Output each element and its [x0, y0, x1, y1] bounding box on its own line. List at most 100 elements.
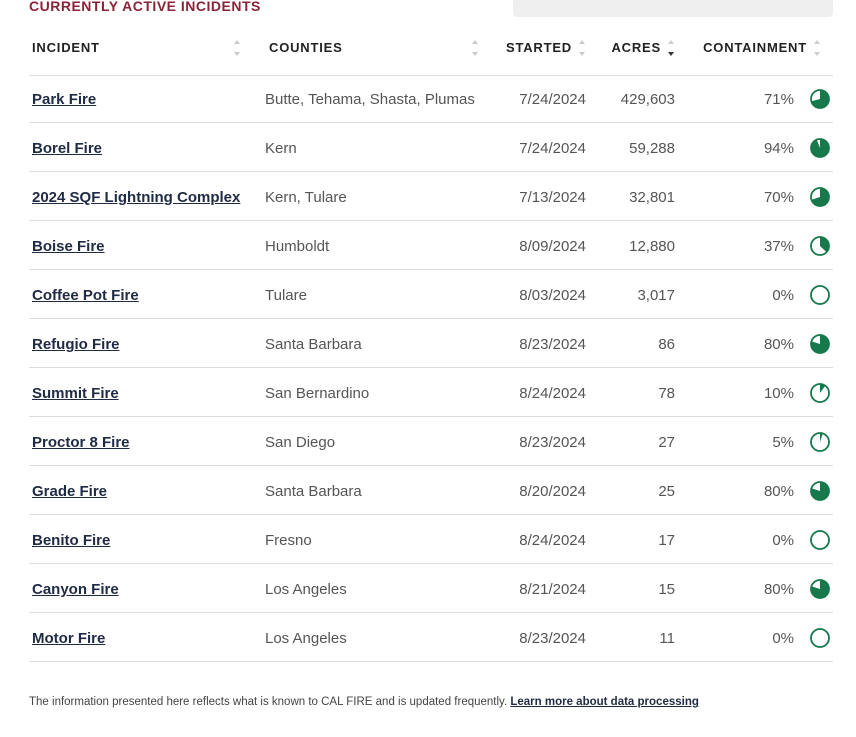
counties: Los Angeles	[265, 581, 347, 598]
started: 7/24/2024	[519, 140, 586, 157]
containment-pie	[810, 187, 830, 207]
acres: 15	[658, 581, 675, 598]
containment: 5%	[772, 434, 794, 451]
started: 8/20/2024	[519, 483, 586, 500]
footer-text: The information presented here reflects …	[29, 696, 508, 708]
pie-wedge	[811, 90, 829, 108]
containment: 37%	[763, 238, 794, 255]
containment: 80%	[763, 336, 794, 353]
sort-down	[668, 52, 674, 56]
section-title: CURRENTLY ACTIVE INCIDENTS	[29, 0, 261, 14]
incident-link[interactable]: Grade Fire	[32, 483, 108, 500]
started: 8/03/2024	[519, 287, 586, 304]
incident-link[interactable]: 2024 SQF Lightning Complex	[32, 189, 241, 206]
column-header[interactable]: ACRES	[611, 40, 661, 55]
counties: Kern	[265, 140, 297, 157]
counties: Butte, Tehama, Shasta, Plumas	[265, 91, 475, 108]
started: 8/24/2024	[519, 532, 586, 549]
acres: 27	[658, 434, 675, 451]
incident-link[interactable]: Coffee Pot Fire	[32, 287, 139, 304]
sort-up	[814, 40, 820, 44]
sort-up	[234, 40, 240, 44]
row-border	[29, 612, 833, 613]
started: 8/23/2024	[519, 630, 586, 647]
counties: Tulare	[265, 287, 307, 304]
row-border	[29, 122, 833, 123]
incident-link[interactable]: Borel Fire	[32, 140, 103, 157]
counties: Santa Barbara	[265, 336, 362, 353]
sort-arrows[interactable]	[578, 38, 586, 58]
containment: 0%	[772, 630, 794, 647]
containment-pie	[810, 530, 830, 550]
column-header[interactable]: CONTAINMENT	[703, 40, 807, 55]
pie-wedge	[820, 237, 829, 253]
containment: 10%	[763, 385, 794, 402]
containment: 0%	[772, 287, 794, 304]
sort-arrows[interactable]	[813, 38, 821, 58]
incident-link[interactable]: Proctor 8 Fire	[32, 434, 130, 451]
pie-wedge	[811, 482, 829, 500]
column-header[interactable]: STARTED	[505, 40, 572, 55]
sort-down	[472, 52, 478, 56]
column-header[interactable]: COUNTIES	[269, 40, 343, 55]
containment-pie	[810, 579, 830, 599]
pie-wedge	[811, 188, 829, 206]
counties: San Bernardino	[265, 385, 370, 402]
containment-pie	[810, 383, 830, 403]
incident-link[interactable]: Canyon Fire	[32, 581, 119, 598]
sort-arrows[interactable]	[233, 38, 241, 58]
incident-link[interactable]: Benito Fire	[32, 532, 111, 549]
acres: 3,017	[637, 287, 675, 304]
containment: 94%	[763, 140, 794, 157]
acres: 429,603	[620, 91, 675, 108]
incident-link[interactable]: Summit Fire	[32, 385, 119, 402]
counties: Santa Barbara	[265, 483, 362, 500]
incident-link[interactable]: Boise Fire	[32, 238, 105, 255]
started: 7/13/2024	[519, 189, 586, 206]
pie-wedge	[811, 335, 829, 353]
started: 8/23/2024	[519, 336, 586, 353]
containment-pie	[810, 481, 830, 501]
started: 8/24/2024	[519, 385, 586, 402]
sort-up	[668, 40, 674, 44]
containment-pie	[810, 628, 830, 648]
row-border	[29, 416, 833, 417]
pie-wedge	[820, 433, 823, 442]
pie-outline	[810, 285, 830, 305]
footer-link[interactable]: Learn more about data processing	[510, 696, 699, 708]
sort-down	[814, 52, 820, 56]
containment: 71%	[763, 91, 794, 108]
containment-pie	[810, 432, 830, 452]
acres: 32,801	[629, 189, 675, 206]
containment-pie	[810, 236, 830, 256]
counties: Kern, Tulare	[265, 189, 347, 206]
row-border	[29, 220, 833, 221]
pie-outline	[810, 628, 830, 648]
started: 8/09/2024	[519, 238, 586, 255]
sort-arrows[interactable]	[667, 38, 675, 58]
sort-up	[579, 40, 585, 44]
incident-link[interactable]: Refugio Fire	[32, 336, 120, 353]
row-border	[29, 367, 833, 368]
pie-wedge	[820, 384, 826, 393]
column-header[interactable]: INCIDENT	[32, 40, 100, 55]
pie-wedge	[811, 139, 829, 157]
acres: 17	[658, 532, 675, 549]
containment: 80%	[763, 483, 794, 500]
sort-arrows[interactable]	[471, 38, 479, 58]
containment: 80%	[763, 581, 794, 598]
incident-link[interactable]: Motor Fire	[32, 630, 106, 647]
row-border	[29, 563, 833, 564]
row-border	[29, 269, 833, 270]
acres: 78	[658, 385, 675, 402]
row-border	[29, 318, 833, 319]
started: 8/23/2024	[519, 434, 586, 451]
row-border	[29, 465, 833, 466]
incident-link[interactable]: Park Fire	[32, 91, 97, 108]
pie-outline	[810, 530, 830, 550]
search-box[interactable]	[513, 0, 833, 17]
started: 8/21/2024	[519, 581, 586, 598]
row-border	[29, 661, 833, 662]
acres: 86	[658, 336, 675, 353]
